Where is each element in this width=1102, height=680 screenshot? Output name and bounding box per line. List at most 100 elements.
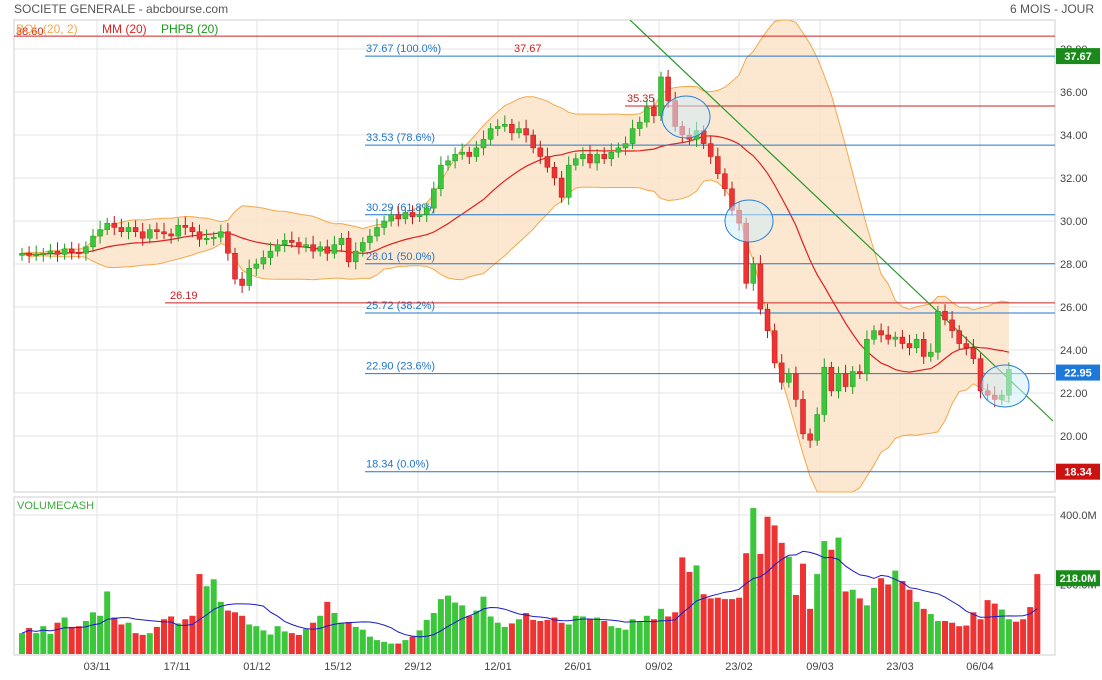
candle-up [573,158,579,166]
volume-bar-up [615,627,622,654]
price-y-tick-label: 36.00 [1060,87,1088,99]
volume-bar-down [111,617,118,654]
volume-bar-up [246,624,253,654]
volume-bar-up [934,620,941,654]
volume-bar-down [395,643,402,654]
volume-bar-down [139,634,146,654]
volume-bar-down [239,615,246,654]
volume-bar-down [182,619,189,654]
volume-bar-down [295,634,302,654]
volume-bar-up [260,630,267,654]
candle-down [239,278,245,286]
price-tag-label: 22.95 [1064,368,1092,380]
candle-down [651,106,657,116]
candle-up [913,339,920,349]
moving-average-line [21,135,1010,373]
candle-down [942,311,948,321]
x-tick-label: 17/11 [164,661,191,673]
candle-down [296,242,302,248]
candle-up [892,336,899,340]
volume-bar-down [530,619,537,654]
candle-up [381,220,387,228]
volume-bar-down [949,622,956,654]
price-tag-label: 18.34 [1064,467,1092,479]
price-y-tick-label: 22.00 [1060,388,1088,400]
bollinger-band-fill [22,20,1009,492]
volume-bar-down [1027,607,1034,654]
candle-down [551,167,558,179]
volume-bar-up [480,596,487,654]
volume-bar-down [558,622,565,654]
volume-bar-up [303,628,309,654]
volume-bar-down [757,553,764,654]
price-y-tick-label: 32.00 [1060,173,1088,185]
price-y-tick-label: 28.00 [1060,259,1088,271]
volume-bar-down [153,626,160,654]
volume-bar-up [210,579,217,654]
price-y-tick-label: 20.00 [1060,431,1088,443]
candle-up [473,147,480,157]
candle-up [281,240,288,245]
volume-bar-up [104,591,111,654]
fibonacci-label: 37.67 (100.0%) [366,43,441,55]
volume-bar-down [828,549,835,654]
x-tick-label: 29/12 [404,661,432,673]
volume-bar-up [97,615,104,654]
candle-down [906,343,913,349]
volume-bar-up [863,605,870,654]
candle-down [963,343,970,349]
candle-down [778,362,785,383]
volume-bar-up [785,556,792,654]
candle-up [480,139,487,149]
candle-down [970,347,977,359]
candle-down [601,154,607,159]
volume-bar-up [61,617,68,654]
candle-down [899,336,906,344]
volume-bar-up [927,614,934,654]
highlight-circle [661,95,711,139]
fibonacci-label: 28.01 (50.0%) [366,251,435,263]
x-tick-label: 23/02 [725,661,753,673]
candle-up [636,121,643,129]
fibonacci-label: 30.29 (61.8%) [366,202,435,214]
volume-bar-up [125,622,132,654]
candle-down [168,233,174,237]
candle-up [871,330,877,340]
candle-down [523,128,529,136]
candle-down [587,154,593,164]
candle-up [40,253,47,255]
volume-bar-down [856,598,863,654]
volume-bar-down [161,619,167,654]
volume-bar-up [253,626,260,654]
x-tick-label: 09/02 [645,661,673,673]
candle-up [147,229,153,239]
volume-bar-down [885,584,892,654]
candle-up [203,237,210,240]
volume-bar-down [466,615,473,654]
candle-down [977,358,984,392]
candle-up [47,250,54,254]
candle-down [54,250,61,255]
volume-bar-down [970,612,977,654]
volume-bar-up [381,641,388,654]
candle-up [928,351,934,357]
candle-up [388,214,394,222]
volume-bar-up [388,643,395,654]
candle-down [76,251,82,254]
volume-bar-down [764,516,771,654]
candle-up [565,164,572,198]
price-y-tick-label: 34.00 [1060,130,1088,142]
candle-down [722,173,728,189]
candle-up [821,366,828,415]
candle-down [196,231,203,240]
candle-up [786,373,792,383]
price-tag [1056,48,1100,65]
volume-bar-up [423,619,430,654]
candle-down [800,399,806,435]
candle-up [416,214,423,217]
volume-tag-label: 218.0M [1060,573,1097,585]
volume-bar-up [267,634,274,654]
volume-bar-up [459,605,466,654]
volume-bar-down [899,581,906,654]
legend-entry: BOL (20, 2) [16,22,78,36]
